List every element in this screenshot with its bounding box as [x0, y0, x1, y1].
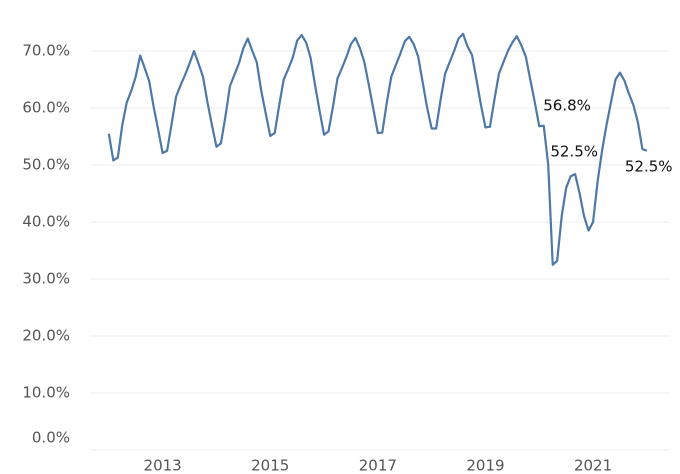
series-line	[107, 32, 648, 266]
y-tick-label: 70.0%	[22, 42, 70, 60]
x-tick-label: 2019	[466, 457, 504, 474]
x-tick-label: 2013	[144, 457, 182, 474]
y-tick-label: 20.0%	[22, 327, 70, 345]
annotation: 56.8%	[543, 97, 591, 115]
x-tick-label: 2015	[251, 457, 289, 474]
y-tick-label: 60.0%	[22, 99, 70, 117]
x-tick-label: 2021	[574, 457, 612, 474]
y-tick-label: 50.0%	[22, 156, 70, 174]
y-tick-label: 0.0%	[32, 429, 70, 447]
annotation: 52.5%	[625, 157, 673, 175]
y-tick-label: 30.0%	[22, 270, 70, 288]
annotation: 52.5%	[550, 142, 598, 160]
y-tick-label: 40.0%	[22, 213, 70, 231]
y-tick-label: 10.0%	[22, 384, 70, 402]
x-tick-label: 2017	[359, 457, 397, 474]
